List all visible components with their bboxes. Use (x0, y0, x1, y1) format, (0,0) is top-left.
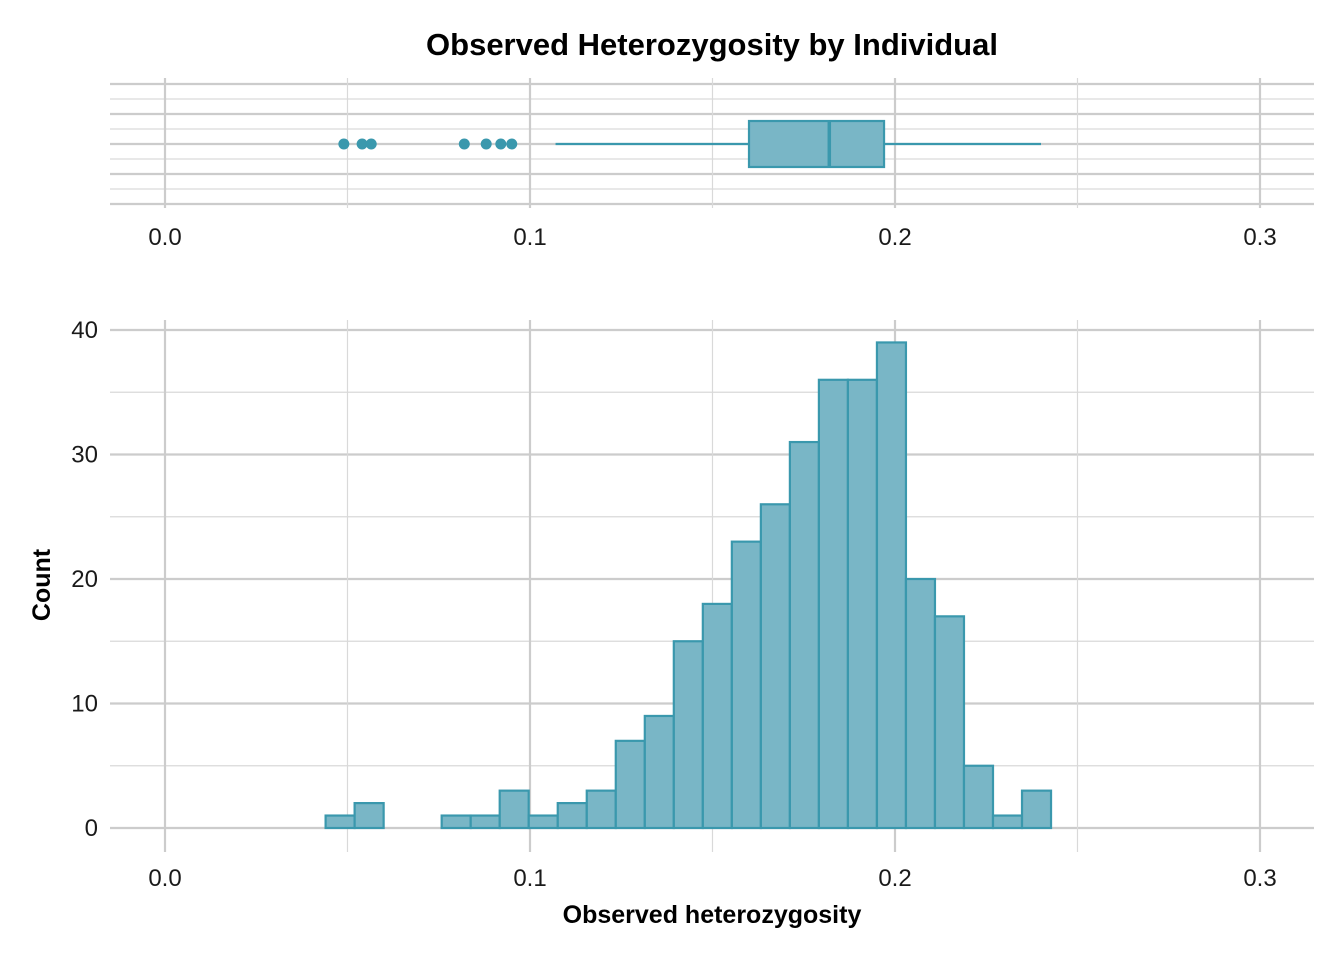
histogram-grid (110, 320, 1314, 852)
histogram-bar (672, 640, 704, 830)
boxplot-marks (338, 119, 1041, 169)
histogram-bar (962, 764, 995, 830)
histogram-bar (846, 378, 879, 830)
boxplot-outlier-point (365, 138, 377, 150)
histogram-bar (759, 503, 791, 830)
histogram-bar (701, 602, 733, 830)
histogram-y-tick-label: 30 (71, 442, 98, 469)
boxplot-outlier-point (506, 138, 518, 150)
histogram-bar (643, 714, 675, 830)
y-axis-title: Count (28, 548, 56, 621)
boxplot-outlier-point (495, 138, 507, 150)
histogram-bar (730, 540, 762, 830)
histogram-panel: 0.0 0.1 0.2 0.3 0 10 20 30 40 (71, 317, 1314, 892)
boxplot-outlier-point (356, 138, 368, 150)
histogram-x-tick-labels: 0.0 0.1 0.2 0.3 (148, 865, 1276, 892)
histogram-y-tick-label: 10 (71, 691, 98, 718)
histogram-bar (817, 378, 850, 830)
boxplot-outlier-point (480, 138, 492, 150)
boxplot-outlier-point (458, 138, 470, 150)
histogram-x-tick-label: 0.3 (1243, 865, 1276, 892)
histogram-bar (440, 814, 472, 830)
histogram-bars (324, 341, 1053, 830)
histogram-bar (788, 440, 820, 830)
histogram-bar (1020, 789, 1053, 830)
histogram-bar (904, 577, 937, 830)
histogram-x-tick-label: 0.0 (148, 865, 181, 892)
histogram-bar (527, 814, 559, 830)
boxplot-x-tick-label: 0.0 (148, 224, 181, 251)
boxplot-panel: 0.0 0.1 0.2 0.3 (110, 78, 1314, 251)
histogram-bar (469, 814, 501, 830)
boxplot-x-tick-labels: 0.0 0.1 0.2 0.3 (148, 224, 1276, 251)
histogram-bar (324, 814, 356, 830)
histogram-bar (933, 615, 966, 830)
histogram-y-tick-label: 20 (71, 566, 98, 593)
histogram-bar (585, 789, 617, 830)
histogram-bar (875, 341, 908, 830)
chart-title: Observed Heterozygosity by Individual (426, 27, 998, 62)
boxplot-x-tick-label: 0.1 (513, 224, 546, 251)
histogram-bar (991, 814, 1024, 830)
x-axis-title: Observed heterozygosity (563, 901, 862, 929)
histogram-bar (556, 801, 588, 830)
histogram-bar (353, 801, 385, 830)
boxplot-box (747, 119, 886, 169)
boxplot-x-tick-label: 0.2 (878, 224, 911, 251)
histogram-y-tick-label: 40 (71, 317, 98, 344)
histogram-y-tick-labels: 0 10 20 30 40 (71, 317, 98, 842)
boxplot-x-tick-label: 0.3 (1243, 224, 1276, 251)
histogram-x-tick-label: 0.1 (513, 865, 546, 892)
boxplot-outlier-point (338, 138, 350, 150)
histogram-y-tick-label: 0 (85, 815, 98, 842)
histogram-x-tick-label: 0.2 (878, 865, 911, 892)
histogram-bar (498, 789, 530, 830)
histogram-bar (614, 739, 646, 830)
